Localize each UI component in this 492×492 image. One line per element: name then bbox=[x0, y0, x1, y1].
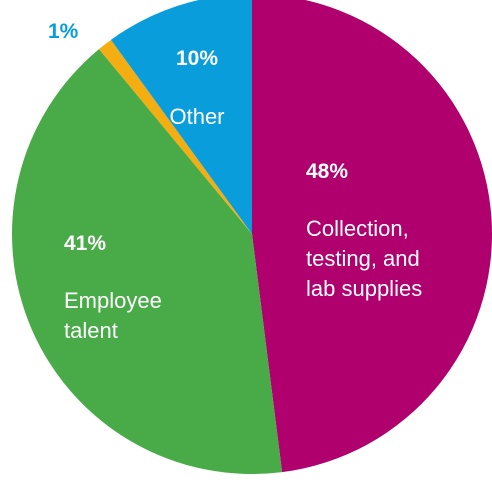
slice-value-label-4: 10% bbox=[176, 47, 218, 70]
pie-slice-4 bbox=[110, 0, 252, 234]
pie-slice-3 bbox=[99, 39, 252, 234]
slice-category-label-2: Employee talent bbox=[64, 288, 162, 343]
slice-category-label-4: Other bbox=[169, 104, 224, 129]
pie-slice-2 bbox=[11, 49, 283, 475]
pie-slices bbox=[11, 0, 492, 475]
pie-slice-1 bbox=[252, 0, 492, 473]
slice-category-label-1: Collection, testing, and lab supplies bbox=[306, 216, 422, 301]
slice-value-label-2: 41% bbox=[64, 232, 106, 255]
pie-labels: 48% Collection, testing, and lab supplies 41… bbox=[48, 20, 422, 343]
slice-value-label-3: 1% bbox=[48, 20, 79, 43]
slice-value-label-1: 48% bbox=[306, 160, 348, 183]
